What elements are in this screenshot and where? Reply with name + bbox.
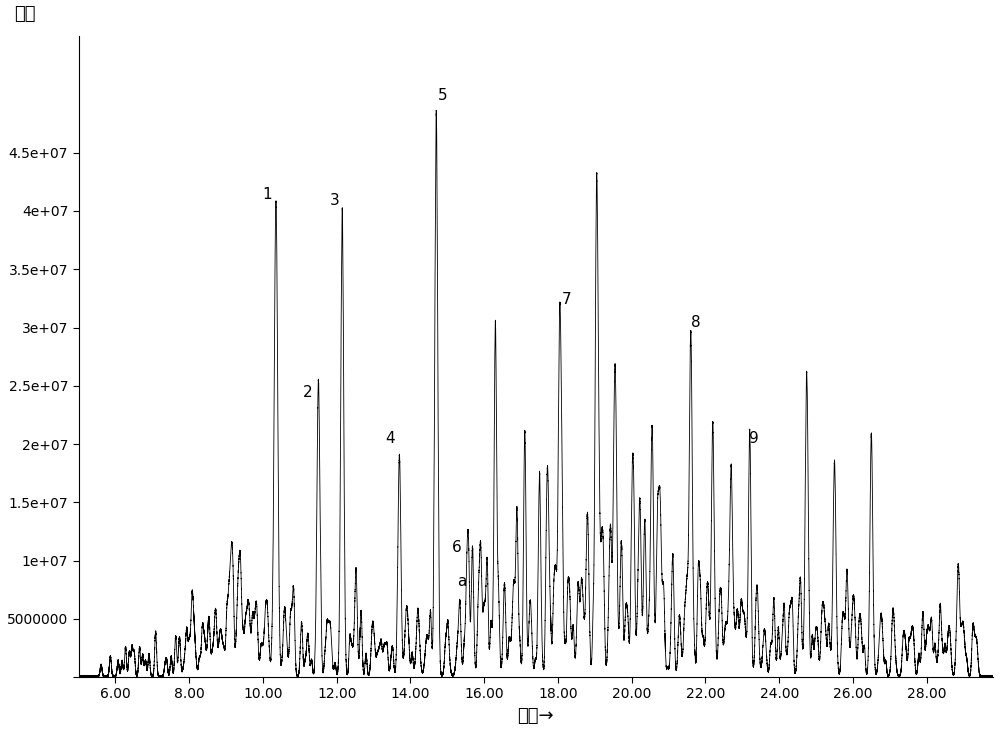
Text: 丰度: 丰度 <box>15 5 36 23</box>
Text: 8: 8 <box>691 315 701 330</box>
Text: 4: 4 <box>385 431 395 447</box>
Text: 5: 5 <box>438 88 448 102</box>
Text: 2: 2 <box>303 385 313 400</box>
Text: a: a <box>457 574 466 589</box>
Text: 3: 3 <box>330 193 340 207</box>
X-axis label: 时间→: 时间→ <box>518 707 554 725</box>
Text: 7: 7 <box>562 291 571 307</box>
Text: 1: 1 <box>262 187 271 202</box>
Text: 9: 9 <box>749 431 759 447</box>
Text: 6: 6 <box>452 539 461 555</box>
